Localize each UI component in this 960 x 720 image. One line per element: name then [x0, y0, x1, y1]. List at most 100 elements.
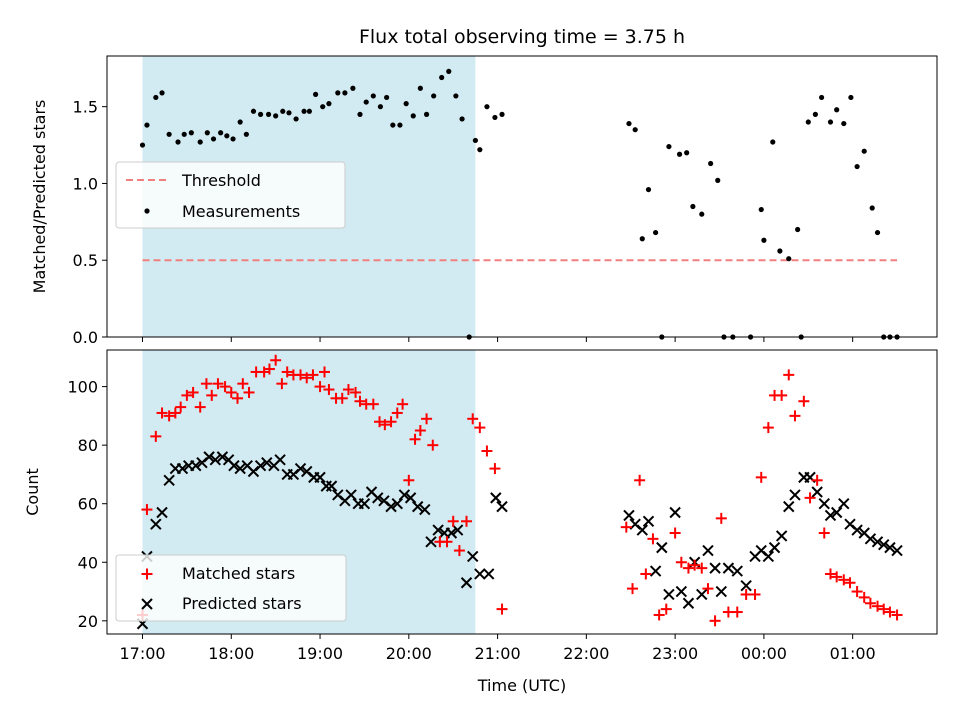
matched-star-point: [653, 609, 665, 621]
matched-star-point: [818, 527, 830, 539]
matched-star-point: [141, 504, 153, 516]
matched-star-point: [640, 568, 652, 580]
measurement-point: [280, 108, 286, 114]
matched-star-point: [350, 386, 362, 398]
measurement-point: [477, 147, 483, 153]
top-legend-box: [115, 161, 346, 229]
matched-star-point: [150, 430, 162, 442]
matched-star-point: [163, 410, 175, 422]
measurement-point: [403, 101, 409, 107]
matched-star-point: [647, 533, 659, 545]
measurement-point: [841, 120, 847, 127]
measurement-point: [313, 91, 319, 97]
measurement-point: [370, 93, 376, 99]
predicted-star-point: [768, 541, 781, 554]
measurement-point: [335, 90, 341, 96]
matched-star-point: [414, 425, 426, 437]
predicted-star-point: [176, 462, 189, 475]
matched-star-point: [427, 439, 439, 451]
predicted-star-point: [345, 489, 357, 501]
measurement-point: [342, 90, 348, 96]
matched-star-point: [762, 422, 774, 434]
predicted-star-point: [675, 585, 688, 598]
measurement-point: [306, 108, 312, 114]
y-tick-label: 40: [78, 553, 98, 572]
matched-star-point: [385, 416, 397, 428]
y-tick-label: 20: [78, 612, 98, 631]
predicted-star-point: [411, 500, 424, 513]
measurement-point: [166, 131, 172, 137]
matched-star-point: [461, 515, 473, 527]
measurement-point: [492, 114, 498, 121]
top-axes-frame: [106, 55, 938, 338]
measurement-point: [210, 136, 217, 142]
predicted-star-point: [702, 544, 714, 557]
measurement-point: [848, 94, 854, 101]
measurement-point: [417, 85, 423, 91]
matched-star-point: [715, 512, 727, 524]
matched-star-point: [307, 369, 319, 381]
legend-predicted-label: Predicted stars: [182, 594, 302, 613]
measurement-point: [770, 139, 776, 145]
predicted-star-point: [731, 565, 743, 577]
matched-star-point: [804, 492, 816, 504]
predicted-star-point: [642, 515, 655, 527]
top-y-tick-label: 1.0: [73, 174, 98, 193]
matched-star-point: [844, 577, 856, 589]
matched-star-point: [379, 419, 391, 431]
legend-matched-marker: [141, 568, 153, 580]
matched-star-point: [831, 571, 843, 583]
legend-predicted-marker: [141, 598, 153, 610]
x-tick-label: 17:00: [119, 644, 165, 663]
y-tick-label: 100: [67, 378, 98, 397]
measurement-point: [786, 256, 792, 262]
predicted-star-point: [404, 492, 417, 504]
predicted-star-point: [274, 454, 286, 466]
matched-star-point: [749, 588, 761, 600]
measurement-point: [159, 90, 165, 96]
matched-star-point: [342, 384, 354, 396]
matched-star-point: [323, 384, 335, 396]
predicted-star-point: [451, 524, 464, 536]
measurement-point: [188, 130, 194, 136]
measurement-point: [250, 108, 257, 114]
x-tick-label: 20:00: [386, 644, 432, 663]
measurement-point: [293, 116, 299, 122]
bottom-x-ticks: 17:00 18:00 19:00 20:00 21:00 22:00 23:00 00:00…: [119, 634, 876, 663]
matched-star-point: [354, 395, 366, 407]
measurement-point: [243, 131, 249, 137]
predicted-star-point: [696, 588, 708, 601]
top-y-tick-label: 1.5: [73, 98, 98, 117]
measurement-point: [818, 94, 825, 101]
matched-star-point: [798, 395, 810, 407]
measurement-point: [363, 99, 369, 105]
predicted-star-point: [325, 480, 338, 492]
measurement-point: [431, 93, 437, 99]
predicted-star-point: [878, 538, 890, 551]
measurement-point: [197, 139, 203, 145]
measurement-point: [320, 104, 326, 110]
matched-star-point: [851, 586, 863, 598]
predicted-star-point: [216, 451, 229, 463]
predicted-star-point: [838, 498, 850, 510]
predicted-star-point: [391, 498, 403, 510]
matched-star-point: [453, 545, 465, 557]
y-tick-label: 60: [78, 495, 98, 514]
matched-star-point: [200, 378, 212, 390]
matched-star-point: [295, 369, 307, 381]
matched-star-point: [824, 568, 836, 580]
matched-star-point: [409, 433, 421, 445]
matched-star-point: [397, 398, 409, 410]
x-tick-label: 19:00: [297, 644, 343, 663]
matched-star-point: [225, 386, 237, 398]
bottom-legend: Matched stars Predicted stars: [115, 554, 347, 622]
top-legend: Threshold Measurements: [115, 161, 346, 229]
x-tick-label: 21:00: [475, 644, 521, 663]
measurement-point: [874, 229, 881, 236]
top-x-ticks: [142, 337, 854, 342]
matched-star-markers: [137, 354, 903, 627]
matched-star-point: [237, 378, 249, 390]
matched-star-point: [175, 401, 187, 413]
predicted-star-point: [682, 597, 695, 609]
measurement-point: [423, 111, 430, 117]
